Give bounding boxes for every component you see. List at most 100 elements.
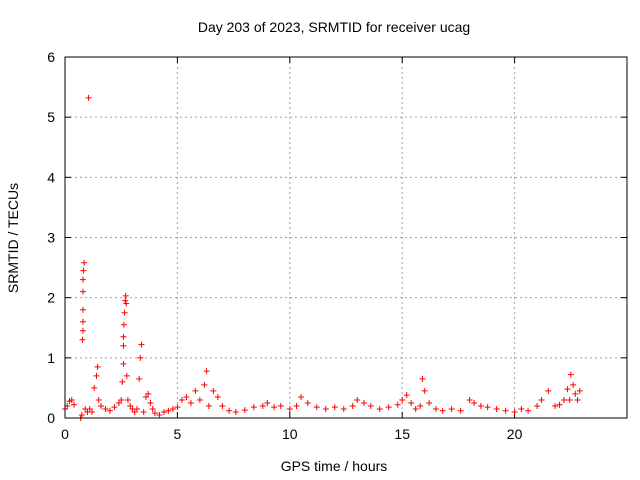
data-point: [79, 336, 86, 343]
data-point: [119, 378, 126, 385]
data-point: [271, 404, 278, 411]
data-point: [219, 402, 226, 409]
x-tick-label: 10: [282, 426, 298, 442]
data-point: [570, 381, 577, 388]
data-point: [131, 408, 138, 415]
data-point: [367, 402, 374, 409]
y-tick-label: 4: [47, 169, 55, 185]
axis-ticks: 0 5 10 15 20 0 1 2 3 4 5 6: [47, 49, 627, 442]
data-point: [80, 267, 87, 274]
data-point: [214, 393, 221, 400]
data-point: [511, 408, 518, 415]
x-tick-label: 15: [394, 426, 410, 442]
data-point: [201, 381, 208, 388]
data-point: [115, 399, 122, 406]
data-point: [192, 387, 199, 394]
data-point: [525, 407, 532, 414]
data-point: [349, 402, 356, 409]
y-tick-label: 1: [47, 350, 55, 366]
data-point: [298, 393, 305, 400]
data-point: [293, 402, 300, 409]
data-point: [412, 405, 419, 412]
data-point: [313, 404, 320, 411]
data-point: [169, 405, 176, 412]
data-point: [133, 405, 140, 412]
data-point: [70, 401, 77, 408]
data-point: [567, 371, 574, 378]
data-point: [85, 94, 92, 101]
data-points: [62, 94, 583, 421]
data-point: [331, 404, 338, 411]
data-point: [137, 354, 144, 361]
data-point: [147, 399, 154, 406]
data-point: [174, 404, 181, 411]
data-point: [304, 399, 311, 406]
plot-frame: [64, 56, 628, 419]
data-point: [421, 387, 428, 394]
data-point: [145, 390, 152, 397]
data-point: [165, 407, 172, 414]
data-point: [518, 405, 525, 412]
data-point: [79, 327, 86, 334]
data-point: [322, 405, 329, 412]
data-point: [123, 372, 130, 379]
x-tick-label: 0: [61, 426, 69, 442]
data-point: [426, 399, 433, 406]
data-point: [88, 408, 95, 415]
data-point: [124, 396, 131, 403]
data-point: [286, 405, 293, 412]
data-point: [394, 401, 401, 408]
data-point: [120, 333, 127, 340]
data-point: [572, 390, 579, 397]
data-point: [93, 372, 100, 379]
data-point: [121, 309, 128, 316]
data-point: [210, 387, 217, 394]
data-point: [552, 402, 559, 409]
x-tick-label: 5: [174, 426, 182, 442]
data-point: [79, 306, 86, 313]
data-point: [120, 360, 127, 367]
data-point: [79, 318, 86, 325]
data-point: [149, 405, 156, 412]
grid-lines: [65, 57, 627, 418]
data-point: [97, 402, 104, 409]
data-point: [142, 393, 149, 400]
data-point: [232, 408, 239, 415]
data-point: [264, 399, 271, 406]
data-point: [187, 399, 194, 406]
data-point: [576, 387, 583, 394]
data-point: [399, 396, 406, 403]
data-point: [102, 405, 109, 412]
x-axis-label: GPS time / hours: [281, 458, 388, 474]
y-tick-label: 3: [47, 230, 55, 246]
data-point: [123, 300, 130, 307]
y-tick-label: 0: [47, 410, 55, 426]
data-point: [556, 401, 563, 408]
data-point: [561, 396, 568, 403]
data-point: [439, 407, 446, 414]
y-axis-label: SRMTID / TECUs: [5, 183, 21, 293]
data-point: [151, 410, 158, 417]
data-point: [111, 404, 118, 411]
data-point: [79, 288, 86, 295]
data-point: [91, 384, 98, 391]
data-point: [564, 386, 571, 393]
data-point: [408, 399, 415, 406]
data-point: [376, 405, 383, 412]
data-point: [226, 407, 233, 414]
x-tick-label: 20: [507, 426, 523, 442]
data-point: [457, 407, 464, 414]
data-point: [140, 408, 147, 415]
data-point: [385, 404, 392, 411]
data-point: [403, 392, 410, 399]
y-tick-label: 2: [47, 290, 55, 306]
data-point: [79, 276, 86, 283]
data-point: [432, 405, 439, 412]
data-point: [81, 259, 88, 266]
data-point: [120, 342, 127, 349]
data-point: [250, 404, 257, 411]
data-point: [241, 407, 248, 414]
y-tick-label: 5: [47, 109, 55, 125]
data-point: [477, 402, 484, 409]
